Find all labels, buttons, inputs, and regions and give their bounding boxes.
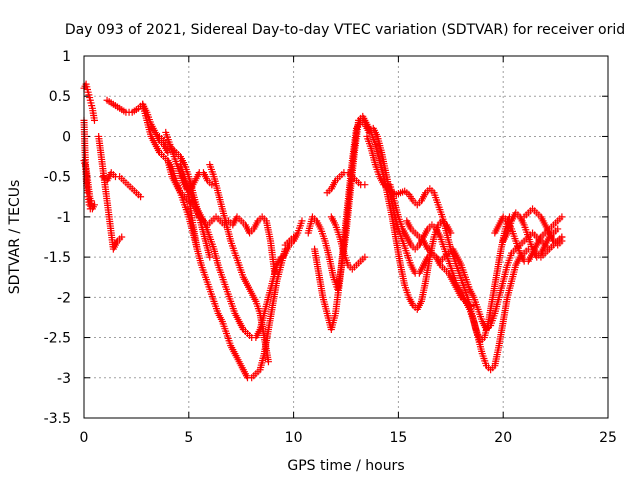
data-point-sat-a <box>90 116 98 124</box>
data-point-sat-c <box>86 197 94 205</box>
data-point-sat-x <box>558 237 566 245</box>
x-axis-label: GPS time / hours <box>287 458 404 474</box>
y-tick-label: -3.5 <box>44 411 71 427</box>
data-point-sat-k <box>193 245 201 253</box>
data-point-sat-e <box>137 193 145 201</box>
y-tick-label: -0.5 <box>44 170 71 186</box>
y-tick-label: -2 <box>57 290 71 306</box>
x-tick-label: 25 <box>599 430 617 446</box>
plot-frame <box>83 55 609 419</box>
data-point-sat-d <box>118 233 126 241</box>
data-point-sat-y <box>290 233 298 241</box>
y-tick-label: -3 <box>57 371 71 387</box>
data-point-sat-r <box>361 253 369 261</box>
x-tick-label: 15 <box>389 430 407 446</box>
x-axis-ticks: 0 5 10 15 20 25 <box>80 56 617 446</box>
y-tick-label: 1 <box>62 49 71 65</box>
y-tick-label: 0 <box>62 129 71 145</box>
x-tick-label: 5 <box>184 430 193 446</box>
y-tick-label: -2.5 <box>44 331 71 347</box>
data-point-sat-q <box>361 181 369 189</box>
x-tick-label: 10 <box>285 430 303 446</box>
data-point-sat-h <box>206 253 214 261</box>
x-tick-label: 0 <box>80 430 89 446</box>
data-point-sat-n <box>298 217 306 225</box>
data-point-sat-v <box>558 213 566 221</box>
y-tick-label: -1.5 <box>44 250 71 266</box>
data-point-sat-b <box>90 201 98 209</box>
y-tick-label: -1 <box>57 210 71 226</box>
x-tick-label: 20 <box>494 430 512 446</box>
data-point-sat-f <box>164 149 172 157</box>
data-point-sat-w <box>554 225 562 233</box>
chart-title: Day 093 of 2021, Sidereal Day-to-day VTE… <box>65 22 625 38</box>
y-tick-label: 0.5 <box>49 89 71 105</box>
y-axis-ticks: 1 0.5 0 -0.5 -1 -1.5 -2 -2.5 -3 -3.5 <box>44 49 608 427</box>
data-point-sat-i <box>208 181 216 189</box>
data-point-sat-l <box>271 269 279 277</box>
data-point-sat-m <box>264 358 272 366</box>
data-points <box>80 80 566 382</box>
y-axis-label: SDTVAR / TECUs <box>7 180 23 295</box>
